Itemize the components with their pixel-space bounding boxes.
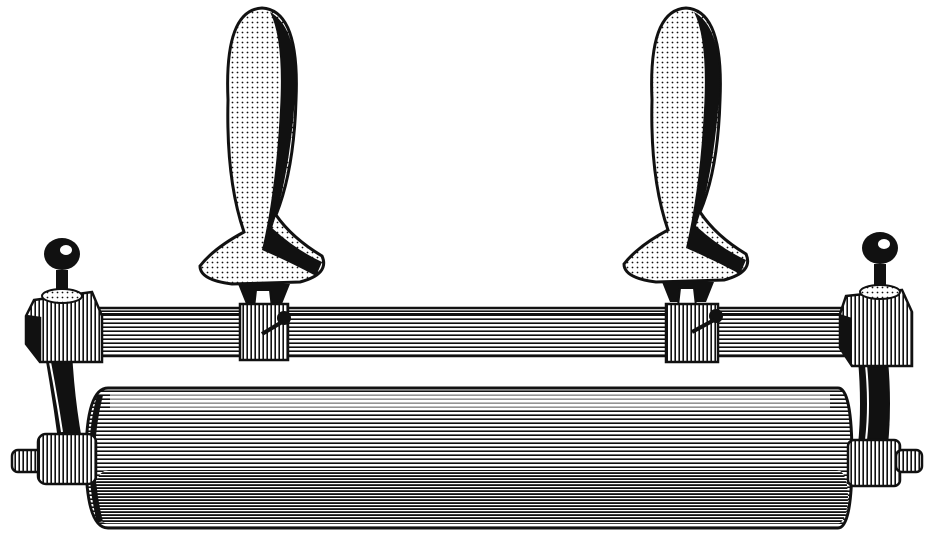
right-handle-clamp [664,302,723,364]
right-end-block [838,288,914,368]
left-bracket-arm [44,350,82,440]
roller-cylinder [84,386,854,530]
right-thumb-screw [859,232,901,300]
right-axle [846,438,924,488]
left-handle [198,6,326,309]
left-end-block [24,290,104,364]
left-thumb-screw [41,238,83,304]
frame-bar [94,306,850,358]
right-bracket-arm [858,360,890,445]
left-handle-clamp [238,302,291,362]
left-axle [10,432,98,486]
right-handle [622,6,750,307]
